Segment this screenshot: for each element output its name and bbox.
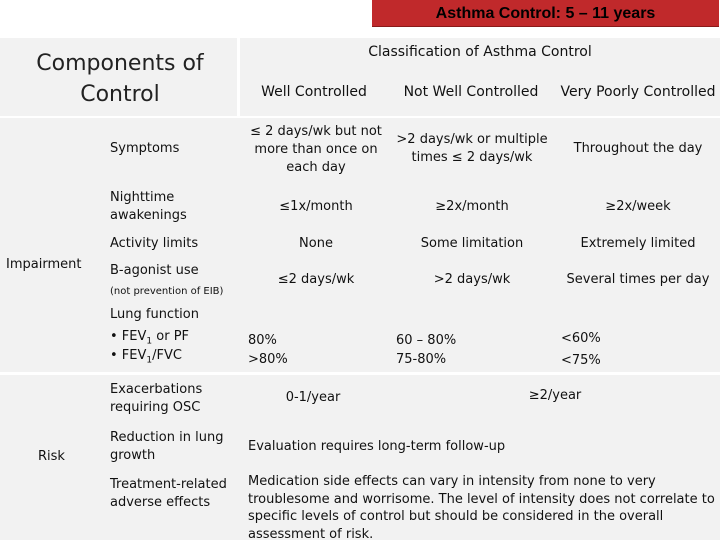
components-header-block — [0, 38, 237, 116]
treatment-text: Medication side effects can vary in inte… — [248, 474, 715, 542]
agonist-not-well: >2 days/wk — [433, 272, 511, 287]
lung-very-poorly-1: <60% — [561, 331, 601, 346]
impairment-block — [0, 118, 720, 372]
lung-function-label: Lung function — [110, 307, 199, 322]
classification-header-block — [240, 38, 720, 116]
nighttime-label: Nighttime awakenings — [110, 190, 187, 223]
classification-header: Classification of Asthma Control — [368, 44, 592, 60]
exacerbations-label: Exacerbations requiring OSC — [110, 382, 203, 415]
treatment-label: Treatment-related adverse effects — [110, 477, 227, 510]
fev1-sub: 1 — [146, 336, 153, 347]
ratio-prefix: • FEV — [110, 348, 147, 363]
agonist-well: ≤2 days/wk — [277, 272, 355, 287]
risk-block — [0, 375, 720, 540]
reduction-label: Reduction in lung growth — [110, 430, 224, 463]
page-title: Asthma Control: 5 – 11 years — [372, 0, 719, 27]
impairment-label: Impairment — [6, 257, 82, 272]
nighttime-not-well: ≥2x/month — [435, 199, 509, 214]
components-header: Components of Control — [36, 51, 204, 107]
lung-not-well-2: 75-80% — [396, 352, 447, 367]
agonist-label: B-agonist use — [110, 263, 199, 278]
not-well-controlled-header: Not Well Controlled — [403, 84, 539, 100]
very-poorly-controlled-header: Very Poorly Controlled — [560, 84, 716, 100]
fev1-pf-item: • FEV1 or PF — [110, 328, 238, 348]
lung-well-2: >80% — [248, 352, 288, 367]
activity-well: None — [299, 236, 333, 251]
symptoms-very-poorly: Throughout the day — [573, 141, 703, 156]
nighttime-well: ≤1x/month — [279, 199, 353, 214]
fev1-prefix: • FEV — [110, 329, 147, 344]
lung-well-1: 80% — [248, 333, 277, 348]
exacerbations-well: 0-1/year — [285, 390, 341, 405]
symptoms-well: ≤ 2 days/wk but not more than once on ea… — [250, 124, 382, 175]
activity-very-poorly: Extremely limited — [580, 236, 696, 251]
reduction-text: Evaluation requires long-term follow-up — [248, 439, 506, 454]
agonist-very-poorly: Several times per day — [566, 272, 710, 287]
agonist-note: (not prevention of EIB) — [110, 285, 224, 297]
activity-not-well: Some limitation — [420, 236, 524, 251]
lung-not-well-1: 60 – 80% — [396, 333, 457, 348]
lung-very-poorly-2: <75% — [561, 353, 601, 368]
exacerbations-other: ≥2/year — [528, 388, 582, 403]
fev1-suffix: or PF — [152, 329, 190, 344]
well-controlled-header: Well Controlled — [261, 84, 367, 100]
nighttime-very-poorly: ≥2x/week — [605, 199, 671, 214]
symptoms-not-well: >2 days/wk or multiple times ≤ 2 days/wk — [396, 132, 548, 165]
risk-label: Risk — [38, 449, 65, 464]
ratio-sub: 1 — [146, 355, 153, 366]
fev1-fvc-item: • FEV1/FVC — [110, 347, 238, 367]
symptoms-label: Symptoms — [110, 141, 180, 156]
activity-label: Activity limits — [110, 236, 199, 251]
ratio-suffix: /FVC — [152, 348, 182, 363]
